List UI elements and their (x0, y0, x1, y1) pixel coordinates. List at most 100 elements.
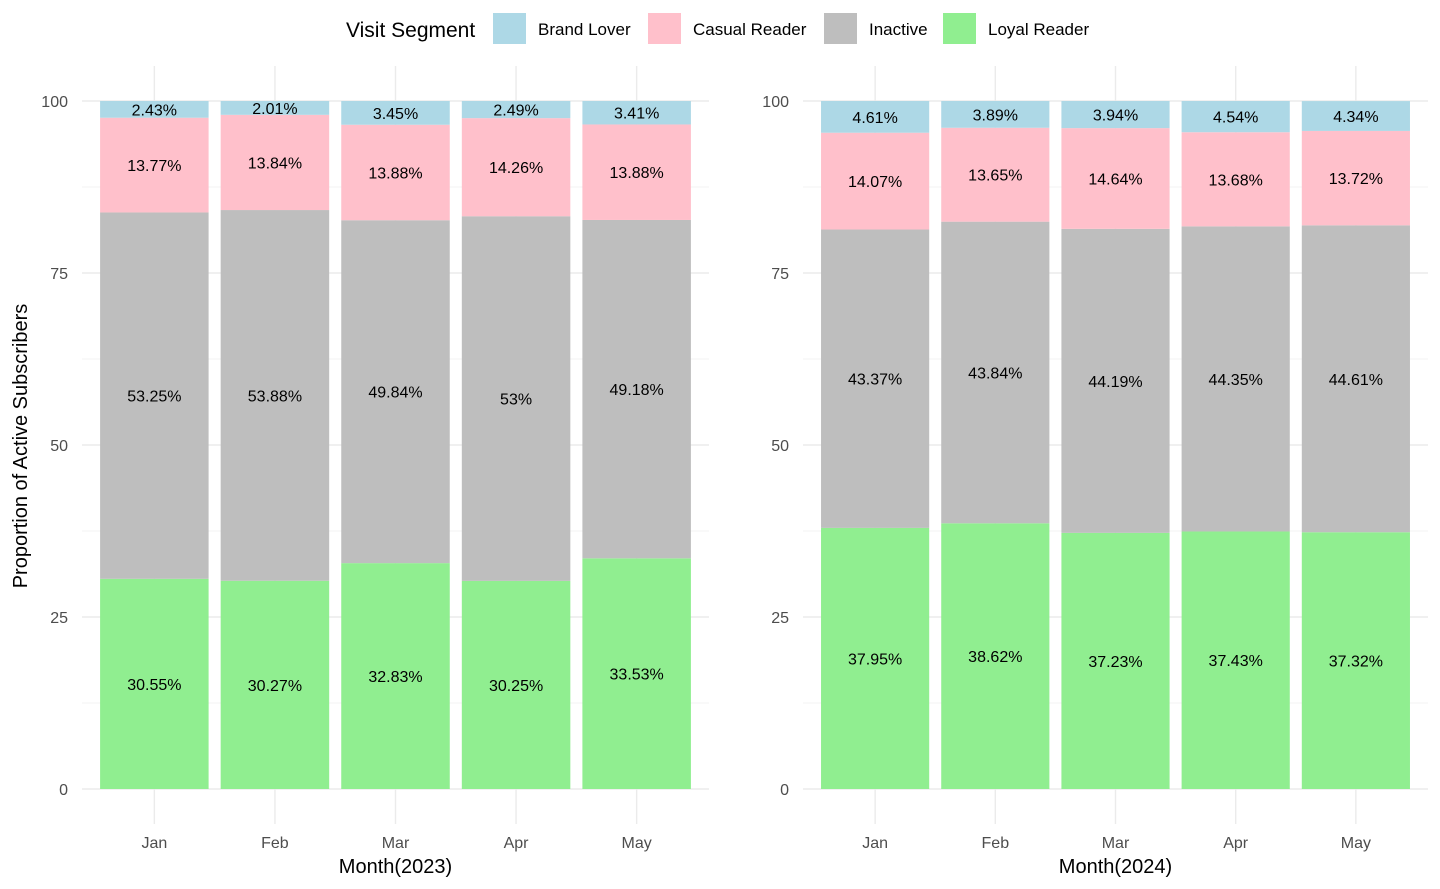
data-label: 14.07% (848, 174, 902, 191)
x-tick-label-apr: Apr (1223, 835, 1249, 852)
y-tick-label: 50 (771, 438, 789, 455)
data-label: 3.45% (373, 106, 418, 123)
x-axis-title: Month(2023) (339, 856, 452, 878)
y-tick-label: 0 (780, 782, 789, 799)
data-label: 14.26% (489, 160, 543, 177)
data-label: 13.77% (127, 158, 181, 175)
y-axis-title: Proportion of Active Subscribers (10, 304, 32, 589)
legend: Visit Segment Brand Lover Casual Reader Ina… (346, 13, 1089, 44)
bars (821, 101, 1410, 789)
bar-loyal-reader-apr (1181, 531, 1290, 789)
panel-2023: 0 25 50 75 100 30.55% 53.25% 13.77% 2.43% 30.27% 5… (41, 66, 709, 878)
bar-loyal-reader-may (1301, 532, 1410, 789)
bar-casual-reader-jan (821, 132, 930, 230)
bar-inactive-may (582, 219, 691, 559)
x-tick-label-jan: Jan (141, 835, 167, 852)
bar-inactive-apr (1181, 226, 1290, 532)
x-tick-label-may: May (622, 835, 652, 852)
x-tick-label-mar: Mar (382, 835, 410, 852)
data-labels: 30.55% 53.25% 13.77% 2.43% 30.27% 53.88% 13.84… (127, 101, 664, 695)
legend-key-inactive (824, 13, 857, 44)
legend-key-loyal-reader (943, 13, 976, 44)
bar-casual-reader-jan (100, 117, 209, 213)
bars (100, 101, 691, 789)
data-label: 33.53% (610, 667, 664, 684)
x-tick-label-jan: Jan (862, 835, 888, 852)
y-tick-label: 75 (50, 266, 68, 283)
data-label: 2.01% (252, 101, 297, 118)
data-label: 53% (500, 392, 532, 409)
bar-loyal-reader-jan (821, 527, 930, 789)
data-label: 53.88% (248, 388, 302, 405)
y-tick-label: 25 (50, 610, 68, 627)
y-tick-label: 50 (50, 438, 68, 455)
data-label: 32.83% (368, 669, 422, 686)
bar-inactive-apr (461, 216, 571, 581)
data-label: 49.84% (368, 385, 422, 402)
y-tick-label: 100 (762, 94, 789, 111)
data-label: 14.64% (1088, 171, 1142, 188)
data-label: 43.84% (968, 365, 1022, 382)
x-tick-label-may: May (1341, 835, 1371, 852)
data-label: 3.89% (973, 107, 1018, 124)
data-label: 37.95% (848, 651, 902, 668)
bar-brand-lover-mar (1061, 101, 1170, 129)
data-label: 44.61% (1329, 372, 1383, 389)
bar-loyal-reader-mar (1061, 532, 1170, 789)
data-label: 4.34% (1333, 109, 1378, 126)
bar-inactive-jan (821, 229, 930, 528)
y-tick-label: 0 (59, 782, 68, 799)
bar-brand-lover-jan (100, 101, 209, 118)
bar-brand-lover-apr (1181, 101, 1290, 133)
x-tick-label-feb: Feb (261, 835, 289, 852)
data-label: 4.61% (852, 110, 897, 127)
bar-brand-lover-mar (341, 101, 450, 125)
data-label: 13.84% (248, 155, 302, 172)
x-axis-title: Month(2024) (1059, 856, 1172, 878)
bar-inactive-feb (220, 210, 330, 581)
bar-brand-lover-jan (821, 101, 930, 133)
data-label: 30.55% (127, 677, 181, 694)
bar-casual-reader-may (582, 124, 691, 220)
data-label: 13.88% (368, 165, 422, 182)
data-label: 3.94% (1093, 108, 1138, 125)
bar-casual-reader-apr (461, 118, 571, 217)
data-label: 43.37% (848, 372, 902, 389)
bar-inactive-mar (341, 220, 450, 564)
data-label: 3.41% (614, 106, 659, 123)
bar-casual-reader-feb (941, 127, 1050, 222)
bar-brand-lover-may (582, 101, 691, 125)
legend-title: Visit Segment (346, 19, 475, 42)
legend-label-brand-lover: Brand Lover (538, 20, 631, 39)
legend-label-inactive: Inactive (869, 20, 928, 39)
bar-inactive-mar (1061, 228, 1170, 533)
x-tick-label-mar: Mar (1102, 835, 1130, 852)
data-label: 13.65% (968, 168, 1022, 185)
data-label: 4.54% (1213, 110, 1258, 127)
bar-loyal-reader-jan (100, 578, 209, 789)
data-label: 37.23% (1088, 654, 1142, 671)
data-label: 13.68% (1209, 172, 1263, 189)
bar-inactive-jan (100, 212, 209, 579)
data-label: 37.32% (1329, 654, 1383, 671)
x-tick-label-apr: Apr (504, 835, 530, 852)
bar-brand-lover-feb (941, 101, 1050, 128)
data-label: 30.25% (489, 678, 543, 695)
bar-loyal-reader-may (582, 558, 691, 789)
legend-label-casual-reader: Casual Reader (693, 20, 807, 39)
bar-casual-reader-apr (1181, 132, 1290, 227)
bar-casual-reader-feb (220, 114, 330, 211)
data-label: 44.35% (1209, 372, 1263, 389)
legend-label-loyal-reader: Loyal Reader (988, 20, 1089, 39)
bar-casual-reader-mar (1061, 128, 1170, 229)
bar-inactive-may (1301, 225, 1410, 533)
x-tick-label-feb: Feb (982, 835, 1010, 852)
data-label: 49.18% (610, 382, 664, 399)
data-label: 44.19% (1088, 374, 1142, 391)
bar-brand-lover-apr (461, 101, 571, 119)
legend-key-brand-lover (493, 13, 526, 44)
data-label: 13.88% (610, 165, 664, 182)
bar-inactive-feb (941, 221, 1050, 524)
